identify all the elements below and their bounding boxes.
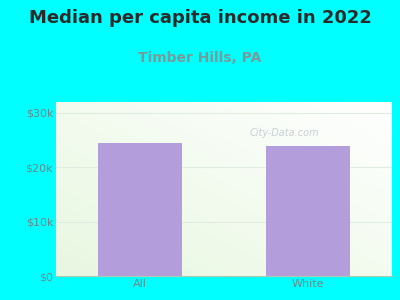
Bar <box>266 146 350 276</box>
Bar <box>98 143 182 276</box>
Text: Timber Hills, PA: Timber Hills, PA <box>138 51 262 65</box>
Text: City-Data.com: City-Data.com <box>250 128 319 138</box>
Text: Median per capita income in 2022: Median per capita income in 2022 <box>28 9 372 27</box>
